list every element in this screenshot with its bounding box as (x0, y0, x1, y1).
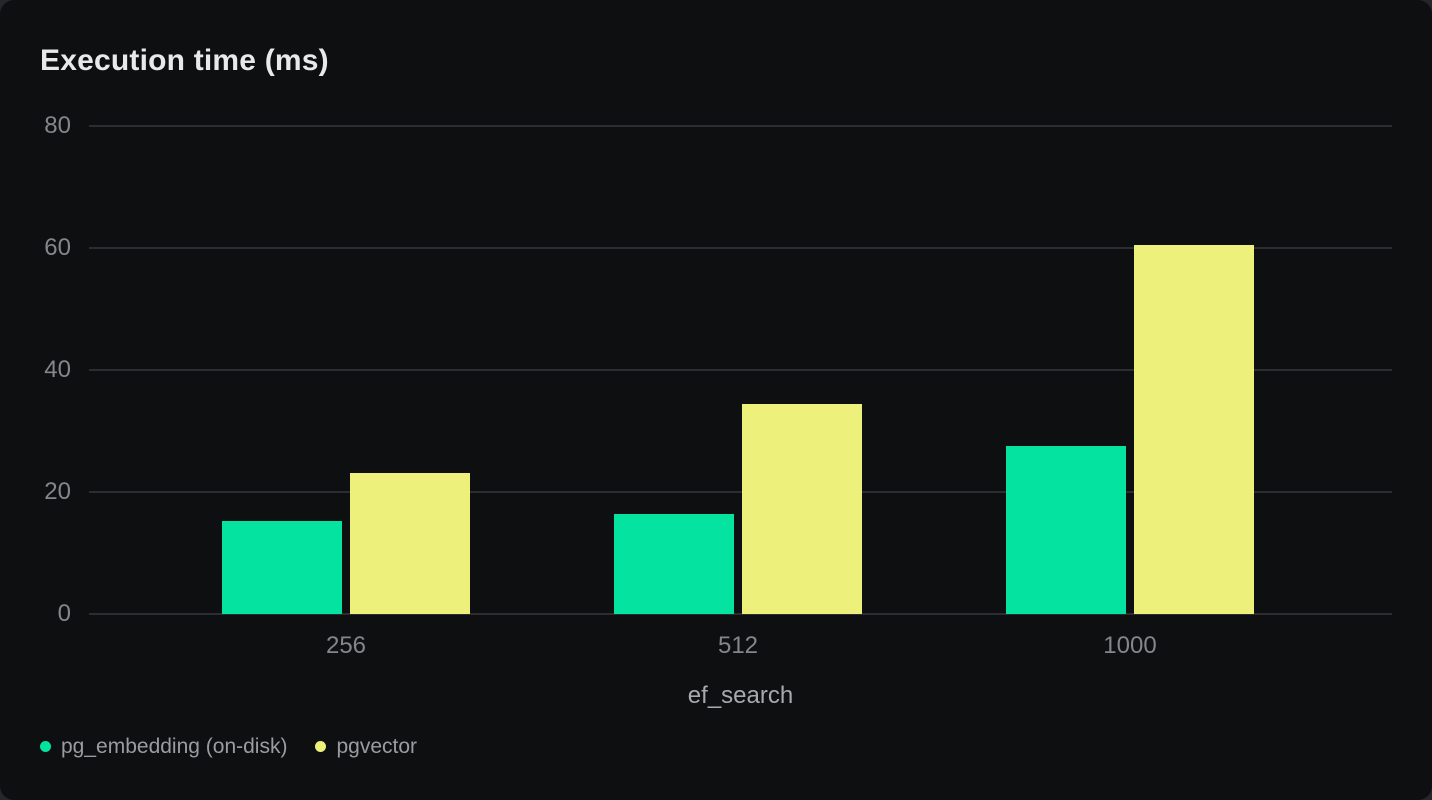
x-axis-label: ef_search (687, 682, 794, 709)
legend-item-1: pgvector (315, 734, 417, 759)
legend-label: pgvector (336, 735, 418, 758)
legend: pg_embedding (on-disk) pgvector (40, 734, 417, 759)
y-tick-label-20: 20 (44, 478, 71, 505)
bar-pg_embedding-1000 (1006, 445, 1126, 614)
legend-dot-icon (40, 741, 51, 752)
gridline-y80 (89, 125, 1392, 127)
gridline-y40 (89, 369, 1392, 371)
bar-pgvector-1000 (1134, 244, 1254, 614)
bar-pg_embedding-512 (614, 513, 734, 614)
y-tick-label-80: 80 (44, 112, 71, 139)
bar-pgvector-512 (742, 403, 862, 614)
y-tick-label-0: 0 (57, 600, 71, 627)
legend-item-0: pg_embedding (on-disk) (40, 734, 287, 759)
chart-title: Execution time (ms) (40, 44, 329, 77)
gridline-y0 (89, 613, 1392, 615)
x-tick-label-512: 512 (717, 632, 759, 659)
gridline-y60 (89, 247, 1392, 249)
legend-dot-icon (315, 741, 327, 752)
bar-pg_embedding-256 (222, 521, 342, 614)
x-tick-label-256: 256 (325, 632, 367, 659)
bar-pgvector-256 (350, 473, 470, 614)
y-tick-label-60: 60 (44, 234, 71, 261)
gridline-y20 (89, 491, 1392, 493)
y-tick-label-40: 40 (44, 356, 71, 383)
x-tick-label-1000: 1000 (1103, 632, 1157, 659)
legend-label: pg_embedding (on-disk) (61, 735, 288, 758)
